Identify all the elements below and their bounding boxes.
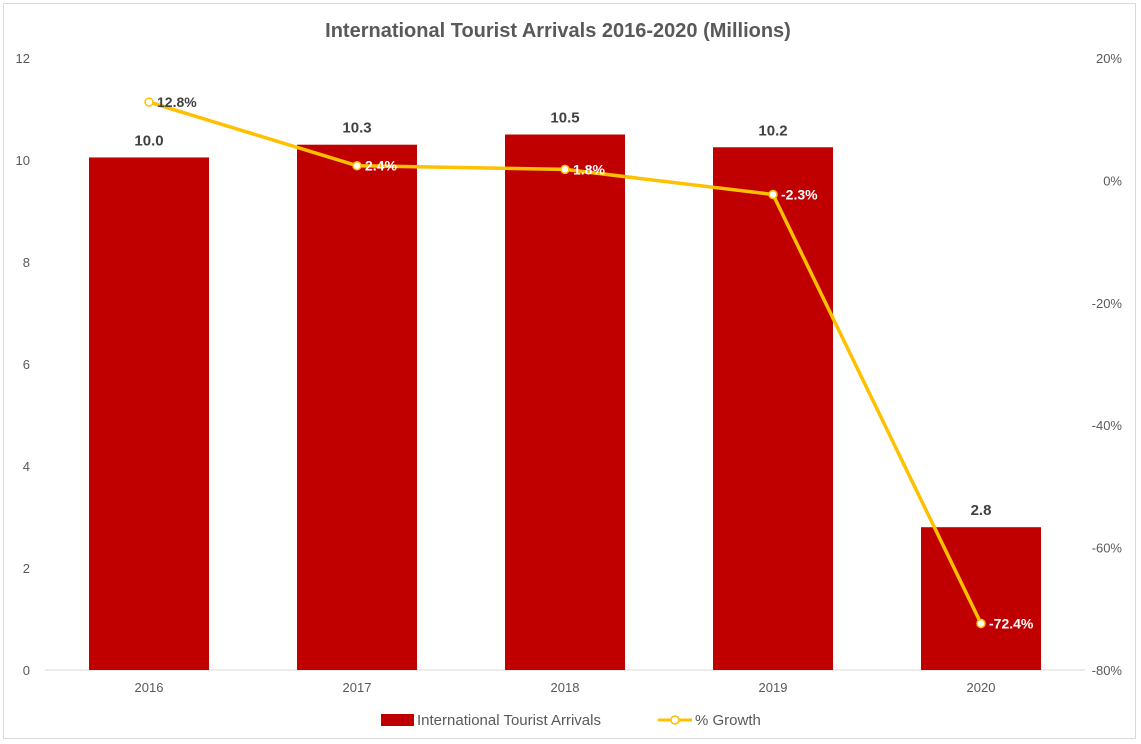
left-axis-tick-label: 12 bbox=[16, 51, 30, 66]
bar-2019 bbox=[713, 147, 833, 670]
growth-value-label: 1.8% bbox=[573, 161, 605, 177]
legend: International Tourist Arrivals % Growth bbox=[381, 712, 761, 729]
bar-2020 bbox=[921, 527, 1041, 670]
x-axis-tick-label: 2016 bbox=[135, 680, 164, 695]
bar-2018 bbox=[505, 134, 625, 670]
growth-point-2020 bbox=[976, 618, 986, 629]
right-axis-tick-label: -40% bbox=[1092, 418, 1123, 433]
right-axis-tick-label: -80% bbox=[1092, 663, 1123, 678]
chart-title: International Tourist Arrivals 2016-2020… bbox=[325, 20, 791, 42]
bar-value-label: 10.2 bbox=[758, 122, 787, 139]
legend-swatch-arrivals bbox=[381, 714, 414, 726]
x-axis-tick-label: 2019 bbox=[759, 680, 788, 695]
x-axis-tick-label: 2018 bbox=[551, 680, 580, 695]
legend-marker-growth bbox=[670, 715, 680, 725]
left-axis-tick-label: 0 bbox=[23, 663, 30, 678]
legend-label-growth: % Growth bbox=[695, 712, 761, 729]
growth-point-2016 bbox=[144, 97, 154, 107]
growth-value-label: 2.4% bbox=[365, 158, 397, 174]
left-axis-tick-label: 2 bbox=[23, 561, 30, 576]
right-axis-tick-label: -60% bbox=[1092, 541, 1123, 556]
bar-2017 bbox=[297, 144, 417, 670]
x-axis-tick-label: 2020 bbox=[967, 680, 996, 695]
growth-value-label: -72.4% bbox=[989, 615, 1034, 631]
left-axis-tick-label: 4 bbox=[23, 459, 30, 474]
bar-value-label: 10.5 bbox=[550, 110, 579, 127]
bar-series: 10.0 10.3 10.5 10.2 2.8 bbox=[89, 110, 1041, 670]
right-axis-tick-label: 20% bbox=[1096, 51, 1122, 66]
x-axis: 2016 2017 2018 2019 2020 bbox=[45, 669, 1085, 695]
growth-line-series: 12.8% 2.4% 1.8% -2.3% -72.4% bbox=[144, 94, 1034, 631]
bar-value-label: 10.0 bbox=[134, 132, 163, 149]
bar-value-label: 10.3 bbox=[342, 120, 371, 137]
left-axis-tick-label: 8 bbox=[23, 255, 30, 270]
right-axis-tick-label: 0% bbox=[1103, 173, 1122, 188]
legend-label-arrivals: International Tourist Arrivals bbox=[417, 712, 601, 729]
bar-2016 bbox=[89, 157, 209, 670]
right-axis-tick-label: -20% bbox=[1092, 296, 1123, 311]
left-axis-tick-label: 10 bbox=[16, 153, 30, 168]
growth-value-label: -2.3% bbox=[781, 186, 818, 202]
growth-value-label: 12.8% bbox=[157, 94, 197, 110]
growth-point-2019 bbox=[768, 189, 778, 200]
growth-point-2018 bbox=[560, 164, 570, 175]
left-axis-tick-label: 6 bbox=[23, 357, 30, 372]
bar-value-label: 2.8 bbox=[971, 502, 992, 519]
left-axis: 0 2 4 6 8 10 12 bbox=[16, 51, 30, 678]
growth-point-2017 bbox=[352, 160, 362, 171]
right-axis: -80% -60% -40% -20% 0% 20% bbox=[1092, 51, 1123, 678]
x-axis-tick-label: 2017 bbox=[343, 680, 372, 695]
